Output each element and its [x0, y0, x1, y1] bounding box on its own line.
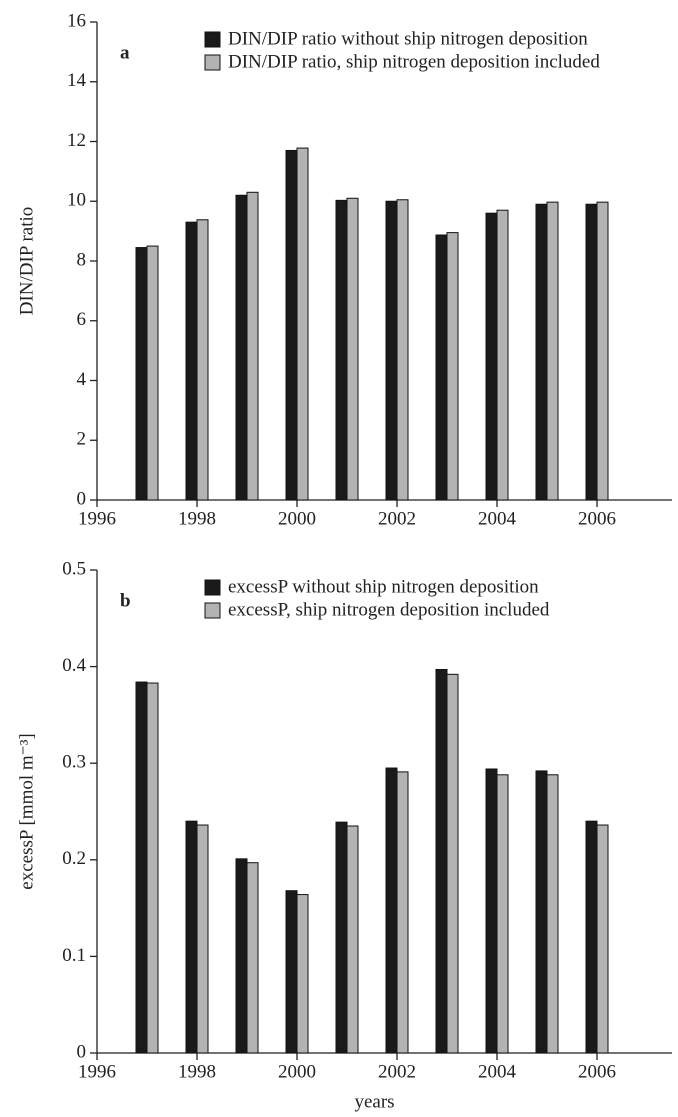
bar [596, 824, 609, 1054]
bar [196, 219, 209, 501]
y-tick-label: 0.3 [62, 752, 86, 773]
bar [146, 245, 159, 501]
x-tick-label: 2006 [578, 508, 616, 529]
x-tick-label: 2002 [378, 508, 416, 529]
x-tick-label: 2004 [478, 508, 517, 529]
bar [396, 771, 409, 1054]
bar [296, 147, 309, 501]
bar [385, 200, 398, 501]
y-tick-label: 0.2 [62, 848, 86, 869]
bar [285, 890, 298, 1054]
legend-swatch [204, 31, 221, 48]
bar [496, 209, 509, 501]
bar [435, 668, 448, 1054]
y-tick-label: 16 [67, 10, 86, 31]
bar [585, 203, 598, 501]
bar [346, 825, 359, 1054]
bar [235, 858, 248, 1054]
legend-swatch [204, 579, 221, 596]
y-tick-label: 2 [77, 429, 87, 450]
bar [246, 191, 259, 501]
y-tick-label: 4 [77, 369, 87, 390]
bar [435, 234, 448, 501]
y-axis-label: DIN/DIP ratio [16, 207, 37, 316]
x-tick-label: 2004 [478, 1061, 517, 1082]
bar [535, 770, 548, 1054]
y-tick-label: 0 [77, 1041, 87, 1062]
legend-label: DIN/DIP ratio, ship nitrogen deposition … [228, 51, 600, 72]
y-tick-label: 8 [77, 249, 87, 270]
x-tick-label: 2000 [278, 508, 316, 529]
x-tick-label: 2002 [378, 1061, 416, 1082]
y-axis-label: excessP [mmol m⁻³] [16, 733, 37, 889]
y-tick-label: 14 [67, 70, 87, 91]
bar [496, 774, 509, 1054]
legend-label: excessP without ship nitrogen deposition [228, 576, 539, 597]
bar [535, 203, 548, 501]
y-tick-label: 0 [77, 488, 87, 509]
y-tick-label: 0.1 [62, 945, 86, 966]
bar [446, 673, 459, 1054]
bar [135, 681, 148, 1054]
bar [346, 197, 359, 501]
bar [596, 201, 609, 501]
bar [335, 821, 348, 1054]
bar [485, 212, 498, 501]
bar [396, 199, 409, 501]
bar [196, 824, 209, 1054]
x-tick-label: 1996 [78, 508, 116, 529]
y-tick-label: 0.4 [62, 655, 86, 676]
legend-swatch [204, 54, 221, 71]
x-tick-label: 1998 [178, 508, 216, 529]
bar [135, 247, 148, 501]
x-tick-label: 2006 [578, 1061, 616, 1082]
y-tick-label: 6 [77, 309, 87, 330]
x-tick-label: 1998 [178, 1061, 216, 1082]
bar [235, 194, 248, 501]
x-axis-label: years [354, 1091, 394, 1112]
bar [146, 682, 159, 1054]
bar [585, 820, 598, 1054]
bar [546, 201, 559, 501]
y-tick-label: 12 [67, 130, 86, 151]
bar [285, 149, 298, 501]
y-tick-label: 0.5 [62, 558, 86, 579]
bar [335, 199, 348, 501]
bar [446, 232, 459, 501]
bar [485, 768, 498, 1054]
legend-swatch [204, 602, 221, 619]
panel-label: b [120, 590, 131, 611]
y-tick-label: 10 [67, 190, 86, 211]
bar [246, 862, 259, 1054]
bar [296, 894, 309, 1054]
bar [185, 221, 198, 501]
bar [546, 774, 559, 1054]
x-tick-label: 1996 [78, 1061, 116, 1082]
legend-label: excessP, ship nitrogen deposition includ… [228, 599, 550, 620]
legend-label: DIN/DIP ratio without ship nitrogen depo… [228, 28, 588, 49]
bar [185, 820, 198, 1054]
x-tick-label: 2000 [278, 1061, 316, 1082]
panel-label: a [120, 42, 130, 63]
bar [385, 767, 398, 1054]
